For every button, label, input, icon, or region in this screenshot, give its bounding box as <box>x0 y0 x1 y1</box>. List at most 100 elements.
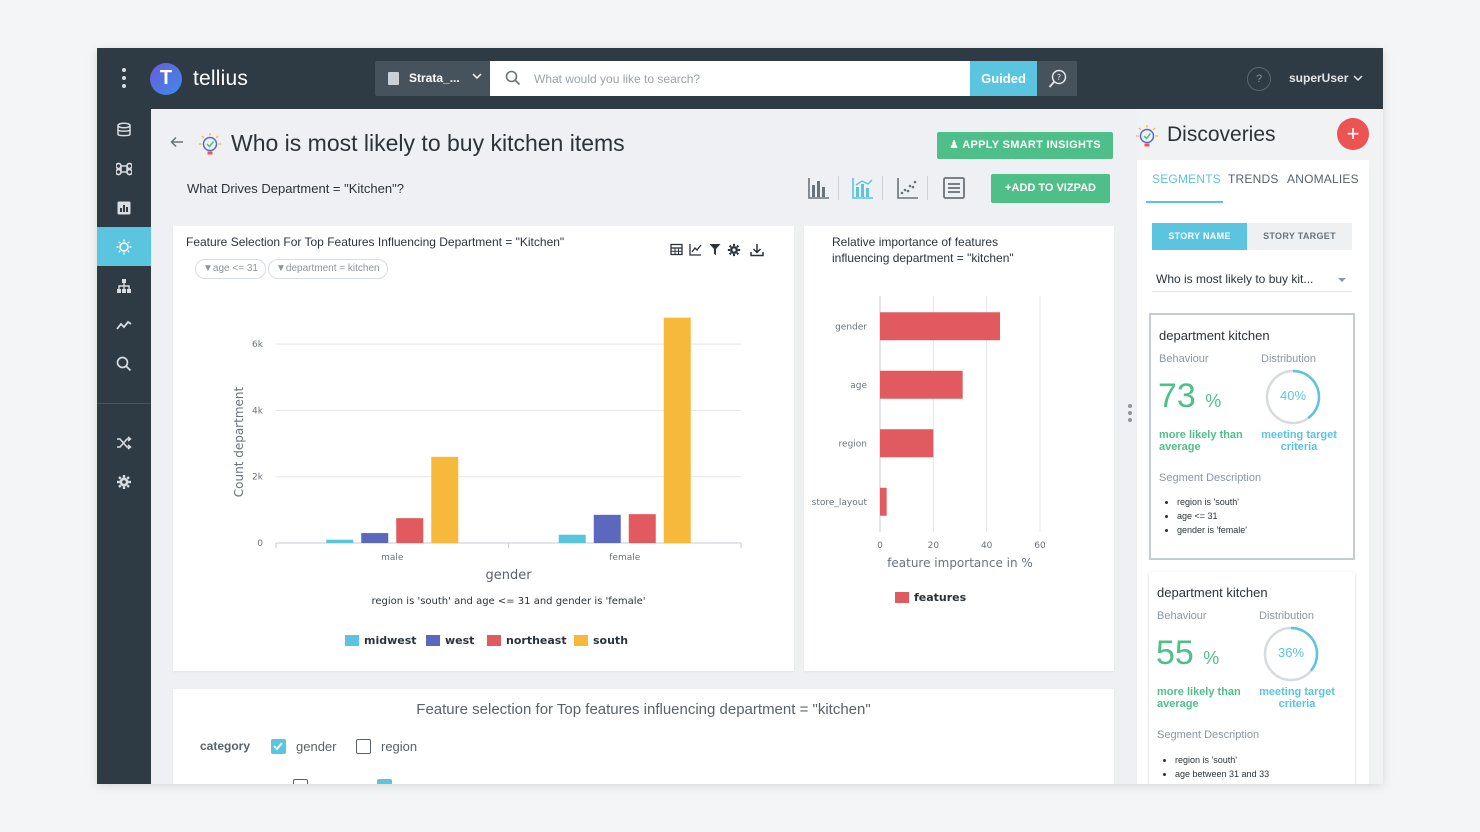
search-bar[interactable] <box>490 61 970 96</box>
nav-search[interactable] <box>97 344 151 383</box>
add-discovery-button[interactable]: + <box>1337 118 1369 150</box>
apply-smart-insights-button[interactable]: ♟ APPLY SMART INSIGHTS <box>937 132 1113 159</box>
segment-description-label: Segment Description <box>1157 729 1260 741</box>
bar <box>431 456 459 543</box>
behaviour-value: 55 <box>1156 634 1194 672</box>
combo-chart-icon <box>852 178 873 199</box>
bar <box>361 533 389 543</box>
list-item: region is 'south' <box>1175 753 1269 767</box>
nav-data[interactable] <box>97 110 151 149</box>
x-tick-label: female <box>609 553 640 563</box>
dropdown-caret-icon <box>1338 278 1346 282</box>
app-window: T tellius Strata_... Guided ? ? superUse… <box>97 48 1383 784</box>
bar <box>593 514 621 543</box>
legend-swatch <box>345 635 359 646</box>
nav-trends[interactable] <box>97 305 151 344</box>
distribution-label: Distribution <box>1261 353 1317 365</box>
ring-progress <box>1265 369 1321 425</box>
discovery-title: department kitchen <box>1159 328 1270 343</box>
tellius-logo: T <box>150 63 182 95</box>
region-checkbox[interactable] <box>356 739 371 754</box>
nav-command[interactable] <box>97 149 151 188</box>
feature-selection-panel-title: Feature selection for Top features influ… <box>416 701 871 718</box>
combo-chart-view-button[interactable] <box>849 174 877 202</box>
svg-text:?: ? <box>1057 73 1061 82</box>
search-input[interactable] <box>534 61 954 96</box>
chart-caption: region is 'south' and age <= 31 and gend… <box>372 596 646 607</box>
view-toolbar-divider <box>838 176 839 200</box>
distribution-value: 36% <box>1277 645 1305 660</box>
filter-chip-label: department = kitchen <box>285 263 380 274</box>
x-tick-label: 0 <box>877 541 883 551</box>
y-tick-label: store_layout <box>812 498 868 508</box>
gender-checkbox-label: gender <box>296 739 337 754</box>
ring-progress <box>1263 626 1319 682</box>
distribution-ring <box>1263 626 1319 682</box>
table-icon[interactable] <box>670 243 683 256</box>
feature-selection-chart-card: Feature Selection For Top Features Influ… <box>173 226 794 671</box>
behaviour-unit: % <box>1205 391 1222 411</box>
discovery-card[interactable]: department kitchen Behaviour Distributio… <box>1149 313 1355 560</box>
panel-resize-handle[interactable] <box>1127 404 1133 424</box>
filter-chip[interactable]: ▼department = kitchen <box>268 259 388 279</box>
y-tick-label: 4k <box>252 406 264 416</box>
back-arrow-icon[interactable] <box>170 136 184 148</box>
y-tick-label: 0 <box>257 539 263 549</box>
option-checkbox[interactable] <box>293 779 308 784</box>
option-checkbox[interactable] <box>377 779 392 784</box>
tab-segments[interactable]: SEGMENTS <box>1152 172 1221 186</box>
top-bar: T tellius Strata_... Guided ? ? superUse… <box>97 48 1383 109</box>
tab-trends[interactable]: TRENDS <box>1228 172 1279 186</box>
ask-question-button[interactable]: ? <box>1037 61 1077 96</box>
story-select[interactable]: Who is most likely to buy kit... <box>1152 272 1352 292</box>
filter-icon[interactable] <box>709 243 721 256</box>
guided-button[interactable]: Guided <box>970 61 1037 96</box>
filter-chip[interactable]: ▼age <= 31 <box>195 259 266 279</box>
category-label: category <box>200 739 251 753</box>
discoveries-title: Discoveries <box>1167 123 1276 146</box>
discovery-card[interactable]: department kitchen Behaviour Distributio… <box>1149 572 1355 784</box>
kebab-menu-icon[interactable] <box>119 68 129 90</box>
discovery-title: department kitchen <box>1157 585 1268 600</box>
table-view-button[interactable] <box>940 174 968 202</box>
story-name-toggle[interactable]: STORY NAME <box>1152 223 1247 250</box>
y-tick-label: region <box>839 439 867 449</box>
story-target-toggle[interactable]: STORY TARGET <box>1247 223 1352 250</box>
chevron-down-icon <box>472 73 482 80</box>
chevron-down-icon[interactable] <box>1353 73 1363 83</box>
insights-bulb-icon <box>116 239 132 255</box>
page-subtitle: What Drives Department = "Kitchen"? <box>187 181 404 196</box>
gender-checkbox[interactable] <box>271 739 286 754</box>
download-icon[interactable] <box>750 243 764 257</box>
scatter-view-button[interactable] <box>894 174 922 202</box>
user-menu[interactable]: superUser <box>1289 71 1349 85</box>
add-to-vizpad-button[interactable]: +ADD TO VIZPAD <box>991 174 1110 203</box>
bar-chart-view-button[interactable] <box>805 174 833 202</box>
nav-insights[interactable] <box>97 227 151 266</box>
behaviour-label: Behaviour <box>1157 610 1207 622</box>
legend-swatch <box>426 635 440 646</box>
list-item: gender is 'female' <box>1177 523 1247 537</box>
chart1-toolbar <box>670 243 770 259</box>
brand-name: tellius <box>193 67 249 90</box>
segment-description-list: region is 'south' age between 31 and 33 <box>1175 753 1269 781</box>
gear-icon[interactable] <box>727 243 741 257</box>
list-view-icon <box>943 177 965 199</box>
x-axis-title: feature importance in % <box>887 556 1033 570</box>
nav-shuffle[interactable] <box>97 423 151 462</box>
clustered-bar-chart: 0 2k 4k 6k male female gender Count department r… <box>232 317 742 647</box>
datasource-select[interactable]: Strata_... <box>375 61 490 96</box>
apply-smart-insights-label: APPLY SMART INSIGHTS <box>962 139 1101 151</box>
nav-divider <box>97 403 151 404</box>
hierarchy-icon <box>117 279 131 293</box>
page-title: Who is most likely to buy kitchen items <box>231 130 625 156</box>
meeting-target-label: meeting target criteria <box>1259 686 1335 710</box>
nav-settings[interactable] <box>97 462 151 501</box>
line-chart-icon[interactable] <box>689 243 702 256</box>
insight-bulb-icon <box>199 133 221 155</box>
tab-anomalies[interactable]: ANOMALIES <box>1287 172 1359 186</box>
legend-swatch <box>895 592 909 603</box>
nav-vizpad[interactable] <box>97 188 151 227</box>
nav-hierarchy[interactable] <box>97 266 151 305</box>
help-button[interactable]: ? <box>1247 67 1271 91</box>
